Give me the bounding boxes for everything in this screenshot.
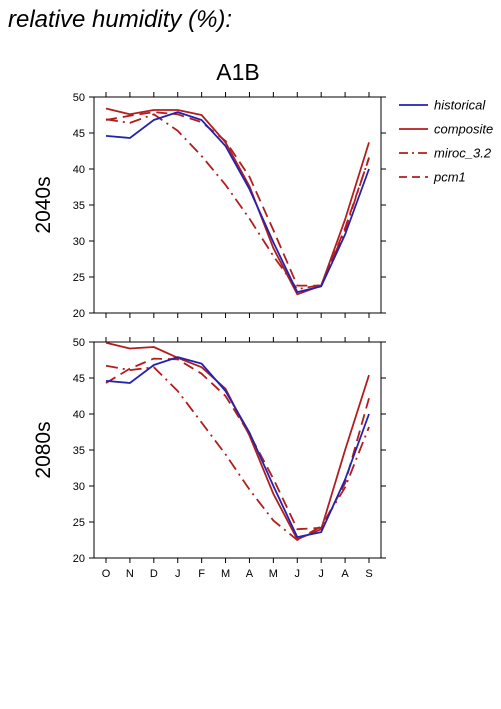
series-line-historical <box>105 111 370 294</box>
legend-label: miroc_3.2 <box>434 146 492 161</box>
series-line-composite <box>105 107 370 296</box>
y-tick-label: 50 <box>73 337 85 349</box>
y-tick-label: 25 <box>73 272 85 284</box>
series-line-pcm1 <box>105 357 370 531</box>
y-tick-label: 20 <box>73 308 85 320</box>
series-line-pcm1 <box>105 111 370 287</box>
x-tick-label: S <box>365 568 372 580</box>
x-tick-label: N <box>126 568 134 580</box>
x-tick-label: J <box>175 568 181 580</box>
x-tick-label: A <box>341 568 349 580</box>
panel-2080s: 20 25 30 35 40 45 50 O N D J F M A M J J A S 2080s <box>32 337 386 580</box>
panel-label: 2080s <box>32 421 55 478</box>
x-tick-label: D <box>150 568 158 580</box>
page-title: relative humidity (%): <box>8 6 233 33</box>
y-tick-label: 25 <box>73 517 85 529</box>
x-tick-label: F <box>198 568 205 580</box>
y-tick-label: 50 <box>73 92 85 104</box>
panel-2040s: 20 25 30 35 40 45 50 2040s <box>32 92 386 320</box>
y-tick-label: 35 <box>73 445 85 457</box>
series-line-miroc-3-2 <box>105 113 370 291</box>
y-tick-label: 40 <box>73 409 85 421</box>
legend-label: historical <box>434 98 486 113</box>
y-tick-label: 30 <box>73 481 85 493</box>
y-tick-label: 35 <box>73 200 85 212</box>
panel-label: 2040s <box>32 176 55 233</box>
x-tick-label: M <box>269 568 278 580</box>
x-tick-label: O <box>102 568 111 580</box>
scenario-label: A1B <box>216 59 259 85</box>
y-tick-label: 40 <box>73 164 85 176</box>
series-line-historical <box>105 356 370 538</box>
plot-frame <box>93 341 382 559</box>
legend-label: pcm1 <box>433 170 466 185</box>
y-tick-label: 45 <box>73 128 85 140</box>
y-tick-label: 45 <box>73 373 85 385</box>
legend: historical composite miroc_3.2 pcm1 <box>399 98 493 185</box>
y-tick-label: 20 <box>73 553 85 565</box>
y-tick-label: 30 <box>73 236 85 248</box>
x-tick-label: A <box>246 568 254 580</box>
x-tick-label: M <box>221 568 230 580</box>
x-tick-label: J <box>295 568 301 580</box>
legend-label: composite <box>434 122 493 137</box>
plot-frame <box>93 96 382 314</box>
x-tick-label: J <box>318 568 324 580</box>
